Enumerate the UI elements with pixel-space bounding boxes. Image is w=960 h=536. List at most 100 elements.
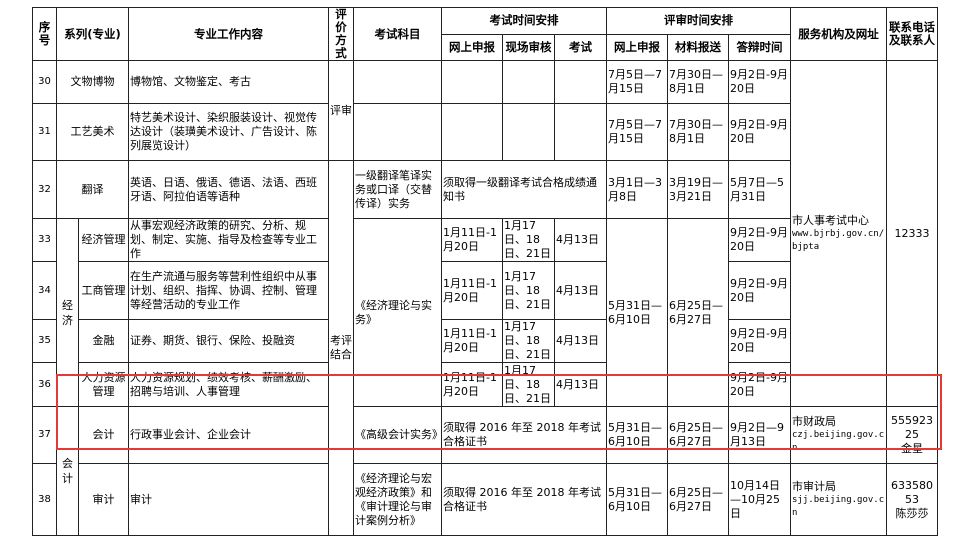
- header-exam-online: 网上申报: [441, 33, 504, 61]
- series-cell: 经济管理: [77, 218, 130, 262]
- header-method: 评价方式: [328, 7, 355, 61]
- seq-cell: 30: [32, 60, 57, 104]
- content-cell: 博物馆、文物鉴定、考古: [128, 60, 330, 104]
- review-defense-cell: 9月2日-9月20日: [728, 218, 792, 262]
- content-cell: 特艺美术设计、染织服装设计、视觉传达设计（装璜美术设计、广告设计、陈列展览设计）: [128, 103, 330, 161]
- exam-note-cell: 须取得 2016 年至 2018 年考试合格证书: [441, 463, 608, 536]
- exam-test-cell: [554, 60, 608, 104]
- contact-cell: 55592325 金星: [886, 406, 939, 464]
- header-seq: 序号: [32, 7, 57, 61]
- contact-person: 金星: [901, 442, 924, 455]
- table-row: 31 工艺美术 特艺美术设计、染织服装设计、视觉传达设计（装璜美术设计、广告设计…: [32, 103, 938, 161]
- exam-online-cell: 1月11日-1月20日: [441, 261, 504, 320]
- series-cell: 工艺美术: [55, 103, 130, 161]
- agency-url-link[interactable]: www.bjrbj.gov.cn/bjpta: [792, 228, 885, 252]
- review-material-cell: 6月25日—6月27日: [667, 406, 730, 464]
- phone: 63358053: [891, 478, 934, 506]
- content-cell: 英语、日语、俄语、德语、法语、西班牙语、阿拉伯语等语种: [128, 160, 330, 219]
- exam-note-cell: 须取得 2016 年至 2018 年考试合格证书: [441, 406, 608, 464]
- phone: 55592325: [891, 414, 934, 441]
- seq-cell: 35: [32, 319, 57, 363]
- header-review-defense: 答辩时间: [728, 33, 792, 61]
- exam-onsite-cell: [502, 103, 556, 161]
- header-review-schedule: 评审时间安排: [606, 7, 792, 35]
- review-online-cell: 7月5日—7月15日: [606, 60, 669, 104]
- content-cell: 在生产流通与服务等营利性组织中从事计划、组织、指挥、协调、控制、管理等经营活动的…: [128, 261, 330, 320]
- series-cell: 工商管理: [77, 261, 130, 320]
- exam-onsite-cell: 1月17日、18日、21日: [502, 319, 556, 363]
- content-cell: 证券、期货、银行、保险、投融资: [128, 319, 330, 363]
- exam-test-cell: 4月13日: [554, 261, 608, 320]
- agency-url-link[interactable]: czj.beijing.gov.cn: [792, 430, 885, 453]
- review-defense-cell: 9月2日-9月20日: [728, 362, 792, 407]
- review-material-cell: 6月25日—6月27日: [667, 218, 730, 407]
- table-row: 38 审计 审计 《经济理论与宏观经济政策》和《审计理论与审计案例分析》 须取得…: [32, 463, 939, 536]
- content-cell: 行政事业会计、企业会计: [128, 406, 330, 464]
- method-cell: 考评结合: [328, 160, 355, 536]
- subject-cell: 《高级会计实务》: [353, 406, 443, 464]
- seq-cell: 31: [32, 103, 57, 161]
- seq-cell: 37: [32, 406, 57, 464]
- header-subject: 考试科目: [353, 7, 443, 61]
- exam-online-cell: 1月11日-1月20日: [441, 362, 504, 407]
- review-defense-cell: 10月14日—10月25日: [728, 463, 792, 536]
- review-defense-cell: 9月2日—9月13日: [728, 406, 792, 464]
- table-row-highlighted: 37 会计 会计 行政事业会计、企业会计 《高级会计实务》 须取得 2016 年…: [32, 406, 939, 536]
- series-cell: 人力资源管理: [77, 362, 130, 407]
- header-content: 专业工作内容: [128, 7, 330, 61]
- header-review-material: 材料报送: [667, 33, 730, 61]
- review-material-cell: 3月19日—3月21日: [667, 160, 730, 219]
- agency-name: 市人事考试中心: [792, 213, 870, 227]
- exam-online-cell: [441, 60, 504, 104]
- review-defense-cell: 9月2日-9月20日: [728, 319, 792, 363]
- exam-test-cell: [554, 103, 608, 161]
- review-online-cell: 7月5日—7月15日: [606, 103, 669, 161]
- seq-cell: 32: [32, 160, 57, 219]
- header-exam-schedule: 考试时间安排: [441, 7, 608, 35]
- agency-cell: 市审计局 sjj.beijing.gov.cn: [790, 463, 888, 536]
- agency-url-link[interactable]: sjj.beijing.gov.cn: [792, 494, 885, 518]
- exam-note-cell: 须取得一级翻译考试合格成绩通知书: [441, 160, 608, 219]
- table-row: 36 人力资源管理 人力资源规划、绩效考核、薪酬激励、招聘与培训、人事管理 1月…: [32, 362, 938, 407]
- exam-onsite-cell: 1月17日、18日、21日: [502, 218, 556, 262]
- seq-cell: 38: [32, 463, 57, 536]
- method-cell: 评审: [328, 60, 355, 161]
- agency-cell: 市人事考试中心 www.bjrbj.gov.cn/bjpta: [790, 60, 888, 407]
- header-exam-test: 考试: [554, 33, 608, 61]
- seq-cell: 33: [32, 218, 57, 262]
- header-contact: 联系电话及联系人: [886, 7, 939, 61]
- series-cell: 审计: [77, 463, 130, 536]
- agency-name: 市财政局: [792, 415, 837, 428]
- header-review-online: 网上申报: [606, 33, 669, 61]
- header-exam-onsite: 现场审核: [502, 33, 556, 61]
- content-cell: 审计: [128, 463, 330, 536]
- review-defense-cell: 9月2日-9月20日: [728, 103, 792, 161]
- header-series: 系列(专业): [55, 7, 130, 61]
- phone-cell: 12333: [886, 60, 939, 407]
- header-row-1: 序号 系列(专业) 专业工作内容 评价方式 考试科目 考试时间安排 评审时间安排…: [32, 7, 939, 61]
- review-online-cell: 3月1日—3月8日: [606, 160, 669, 219]
- review-defense-cell: 9月2日-9月20日: [728, 60, 792, 104]
- review-material-cell: 6月25日—6月27日: [667, 463, 730, 536]
- header-agency: 服务机构及网址: [790, 7, 888, 61]
- review-material-cell: 7月30日—8月1日: [667, 103, 730, 161]
- review-online-cell: 5月31日—6月10日: [606, 406, 669, 464]
- content-cell: 人力资源规划、绩效考核、薪酬激励、招聘与培训、人事管理: [128, 362, 330, 407]
- subject-cell: [353, 60, 443, 104]
- agency-cell: 市财政局 czj.beijing.gov.cn: [790, 406, 888, 464]
- content-cell: 从事宏观经济政策的研究、分析、规划、制定、实施、指导及检查等专业工作: [128, 218, 330, 262]
- subject-cell: 一级翻译笔译实务或口译（交替传译）实务: [353, 160, 443, 219]
- series-cell: 翻译: [55, 160, 130, 219]
- review-material-cell: 7月30日—8月1日: [667, 60, 730, 104]
- exam-onsite-cell: 1月17日、18日、21日: [502, 261, 556, 320]
- agency-name: 市审计局: [792, 479, 837, 493]
- professional-title-schedule-table: 序号 系列(专业) 专业工作内容 评价方式 考试科目 考试时间安排 评审时间安排…: [32, 7, 939, 536]
- exam-online-cell: 1月11日-1月20日: [441, 319, 504, 363]
- exam-online-cell: [441, 103, 504, 161]
- series-group-economy: 经济: [56, 218, 79, 407]
- exam-onsite-cell: 1月17日、18日、21日: [502, 362, 556, 407]
- series-cell: 金融: [77, 319, 130, 363]
- seq-cell: 36: [32, 362, 57, 407]
- review-defense-cell: 9月2日-9月20日: [728, 261, 792, 320]
- review-online-cell: 5月31日—6月10日: [606, 218, 669, 407]
